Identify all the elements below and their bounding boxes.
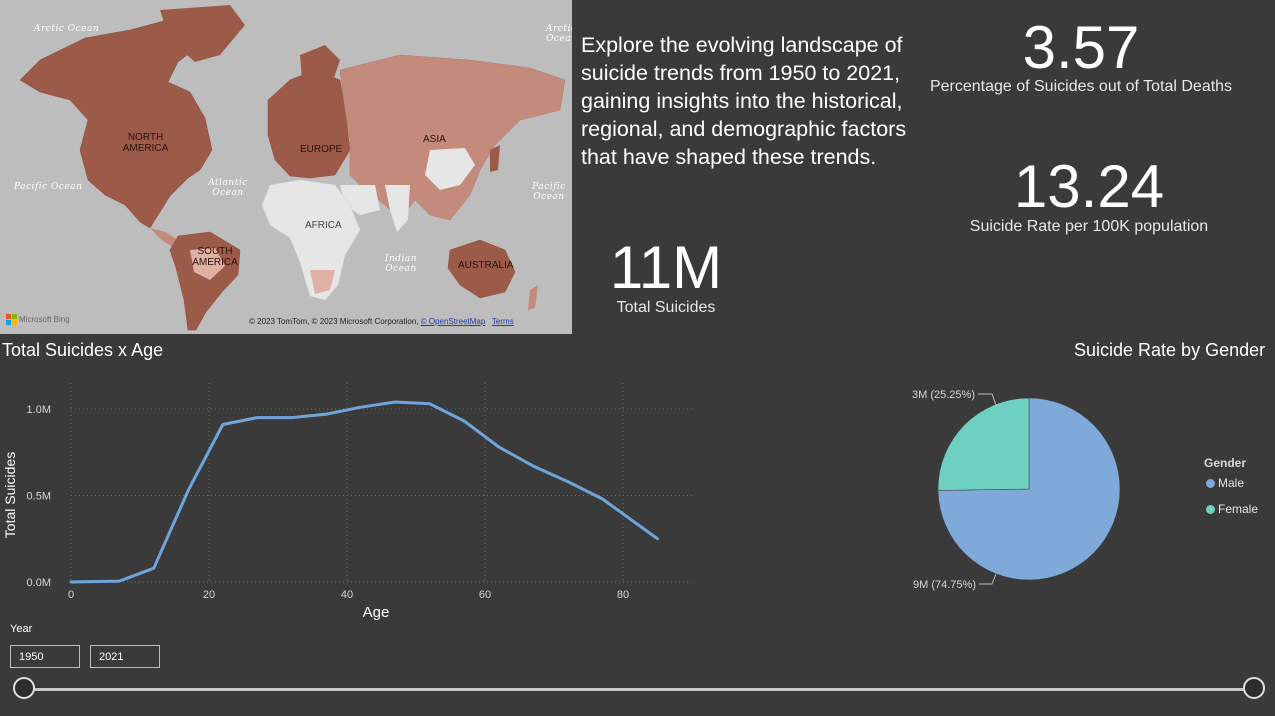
region-label-asia: ASIA xyxy=(423,134,446,145)
map-credits-text: © 2023 TomTom, © 2023 Microsoft Corporat… xyxy=(249,317,419,326)
ocean-label-arctic-left: Arctic Ocean xyxy=(34,24,100,34)
kpi-pct-label: Percentage of Suicides out of Total Deat… xyxy=(929,78,1233,95)
map-australia xyxy=(447,239,516,299)
map-china xyxy=(425,148,475,190)
line-series-total-suicides[interactable] xyxy=(69,400,659,584)
map-south-america-light xyxy=(190,248,225,280)
x-tick-label: 40 xyxy=(341,589,353,601)
region-label-north-america: NORTH AMERICA xyxy=(122,132,169,154)
kpi-rate-label: Suicide Rate per 100K population xyxy=(969,218,1209,235)
year-end-input[interactable]: 2021 xyxy=(90,645,160,668)
line-chart-title: Total Suicides x Age xyxy=(2,340,164,360)
year-slider-track[interactable] xyxy=(24,688,1254,691)
year-slider-start-handle[interactable] xyxy=(13,677,35,699)
ocean-label-arctic-right: Arctic Ocean xyxy=(546,24,572,44)
legend-item-female[interactable]: Female xyxy=(1206,502,1258,516)
legend-label-male: Male xyxy=(1218,476,1245,490)
terms-link[interactable]: Terms xyxy=(491,317,514,326)
bing-logo-text: Microsoft Bing xyxy=(19,315,70,324)
year-filter-label: Year xyxy=(10,623,33,635)
line-chart-x-ticks: 0 20 40 60 80 xyxy=(68,589,629,601)
pie-leader-male xyxy=(979,573,997,585)
ocean-label-pacific-left: Pacific Ocean xyxy=(14,182,83,192)
kpi-total-value: 11M xyxy=(609,234,723,301)
bing-logo[interactable]: Microsoft Bing xyxy=(6,314,70,325)
intro-text: Explore the evolving landscape of suicid… xyxy=(581,33,907,169)
map-africa xyxy=(261,179,361,301)
x-tick-label: 20 xyxy=(203,589,215,601)
line-chart-y-axis-label: Total Suicides xyxy=(2,452,18,538)
map-shapes xyxy=(19,5,566,331)
x-tick-label: 60 xyxy=(479,589,491,601)
pie-label-female: 3M (25.25%) xyxy=(912,389,975,401)
y-tick-label: 0.5M xyxy=(27,490,51,502)
kpi-total-label: Total Suicides xyxy=(616,299,716,316)
pie-slice-female[interactable] xyxy=(937,397,1030,491)
microsoft-logo-icon xyxy=(6,314,17,325)
pie-slices xyxy=(937,397,1121,581)
pie-chart[interactable]: 3M (25.25%) 9M (74.75%) xyxy=(880,375,1180,605)
year-start-input[interactable]: 1950 xyxy=(10,645,80,668)
y-tick-label: 1.0M xyxy=(27,404,51,416)
pie-leader-lines xyxy=(978,393,997,585)
year-slider-end-handle[interactable] xyxy=(1243,677,1265,699)
ocean-label-pacific-right: Pacific Ocean xyxy=(532,182,566,202)
region-label-australia: AUSTRALIA xyxy=(458,260,514,271)
map-southern-africa xyxy=(310,270,335,294)
openstreetmap-link[interactable]: © OpenStreetMap xyxy=(420,317,486,326)
region-label-europe: EUROPE xyxy=(300,144,343,155)
map-credits: © 2023 TomTom, © 2023 Microsoft Corporat… xyxy=(249,317,514,326)
legend-dot-female xyxy=(1206,504,1215,514)
map-south-america xyxy=(169,231,241,331)
map-scandinavia xyxy=(300,45,340,100)
kpi-pct-value: 3.57 xyxy=(1022,14,1140,81)
map-japan xyxy=(490,145,500,172)
y-tick-label: 0.0M xyxy=(27,577,51,589)
ocean-label-indian: Indian Ocean xyxy=(384,254,418,274)
map-greenland xyxy=(160,5,245,62)
x-tick-label: 80 xyxy=(617,589,629,601)
line-chart-grid xyxy=(70,383,692,583)
map-new-zealand xyxy=(528,285,538,310)
map-asia xyxy=(339,54,566,221)
world-map[interactable]: Arctic Ocean Arctic Ocean Pacific Ocean … xyxy=(0,0,572,334)
map-india xyxy=(385,185,410,232)
legend-title: Gender xyxy=(1204,456,1247,470)
x-tick-label: 0 xyxy=(68,589,74,601)
ocean-label-atlantic: Atlantic Ocean xyxy=(208,178,248,198)
line-chart-y-ticks: 0.0M 0.5M 1.0M xyxy=(27,404,51,589)
kpi-rate-value: 13.24 xyxy=(1013,153,1165,220)
region-label-south-america: SOUTH AMERICA xyxy=(192,246,238,268)
pie-leader-female xyxy=(978,393,997,406)
line-chart-x-axis-label: Age xyxy=(363,604,390,620)
legend-dot-male xyxy=(1206,478,1215,488)
legend-item-male[interactable]: Male xyxy=(1206,476,1244,490)
pie-chart-title: Suicide Rate by Gender xyxy=(1074,340,1266,360)
region-label-africa: AFRICA xyxy=(305,220,342,231)
line-chart[interactable]: 0.0M 0.5M 1.0M 0 20 40 60 80 Age Total Suicide… xyxy=(0,335,700,620)
legend-label-female: Female xyxy=(1218,502,1259,516)
pie-label-male: 9M (74.75%) xyxy=(913,579,976,591)
